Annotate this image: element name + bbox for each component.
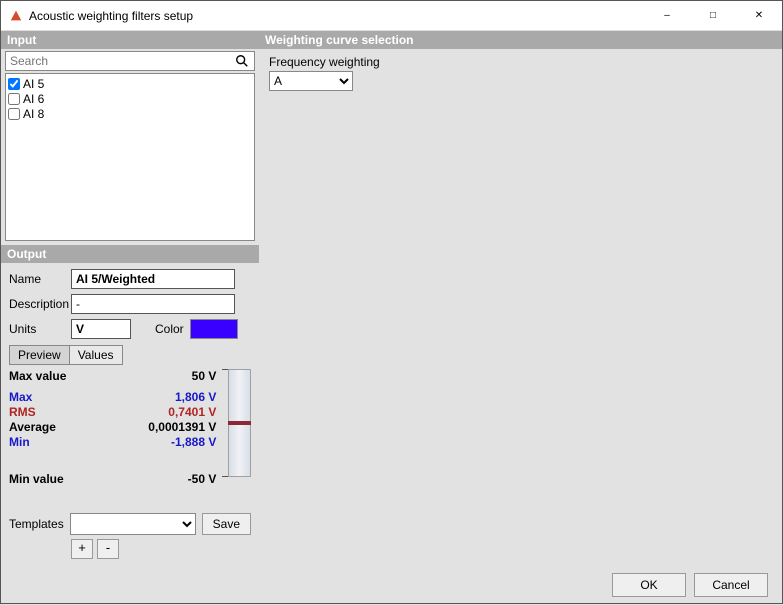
tab-values[interactable]: Values	[69, 345, 123, 365]
channel-item[interactable]: AI 6	[8, 91, 252, 106]
name-input[interactable]	[71, 269, 235, 289]
stat-avg-value: 0,0001391 V	[79, 420, 222, 435]
weighting-section-header: Weighting curve selection	[259, 31, 782, 49]
stat-min-label: Min	[9, 435, 79, 450]
app-icon	[9, 9, 23, 23]
channel-label: AI 8	[23, 107, 44, 121]
template-remove-button[interactable]: -	[97, 539, 119, 559]
stat-rms-label: RMS	[9, 405, 79, 420]
tab-preview[interactable]: Preview	[9, 345, 70, 365]
channel-checkbox[interactable]	[8, 93, 20, 105]
save-button[interactable]: Save	[202, 513, 251, 535]
min-value-label: Min value	[9, 472, 79, 487]
maximize-button[interactable]: □	[690, 1, 736, 31]
ok-button[interactable]: OK	[612, 573, 686, 597]
channel-item[interactable]: AI 8	[8, 106, 252, 121]
templates-select[interactable]	[70, 513, 196, 535]
search-input[interactable]	[5, 51, 255, 71]
search-icon[interactable]	[235, 54, 249, 68]
channel-label: AI 5	[23, 77, 44, 91]
stat-max-value: 1,806 V	[79, 390, 222, 405]
minimize-button[interactable]: –	[644, 1, 690, 31]
channel-checkbox[interactable]	[8, 78, 20, 90]
name-label: Name	[9, 272, 71, 286]
frequency-weighting-select[interactable]: A	[269, 71, 353, 91]
max-value-label: Max value	[9, 369, 79, 384]
input-section-header: Input	[1, 31, 259, 49]
titlebar: Acoustic weighting filters setup – □ ✕	[1, 1, 782, 31]
stat-avg-label: Average	[9, 420, 79, 435]
channel-list: AI 5 AI 6 AI 8	[5, 73, 255, 241]
units-input[interactable]	[71, 319, 131, 339]
stat-max-label: Max	[9, 390, 79, 405]
cancel-button[interactable]: Cancel	[694, 573, 768, 597]
channel-checkbox[interactable]	[8, 108, 20, 120]
output-section-header: Output	[1, 245, 259, 263]
channel-label: AI 6	[23, 92, 44, 106]
channel-item[interactable]: AI 5	[8, 76, 252, 91]
window-title: Acoustic weighting filters setup	[29, 9, 644, 23]
description-label: Description	[9, 297, 71, 311]
min-value: -50 V	[79, 472, 222, 487]
color-swatch[interactable]	[190, 319, 238, 339]
template-add-button[interactable]: +	[71, 539, 93, 559]
units-label: Units	[9, 322, 71, 336]
level-bar	[228, 369, 251, 477]
description-input[interactable]	[71, 294, 235, 314]
templates-label: Templates	[9, 517, 64, 531]
color-label: Color	[155, 322, 184, 336]
frequency-weighting-label: Frequency weighting	[269, 55, 772, 69]
max-value: 50 V	[79, 369, 222, 384]
stat-rms-value: 0,7401 V	[79, 405, 222, 420]
stat-min-value: -1,888 V	[79, 435, 222, 450]
close-button[interactable]: ✕	[736, 1, 782, 31]
